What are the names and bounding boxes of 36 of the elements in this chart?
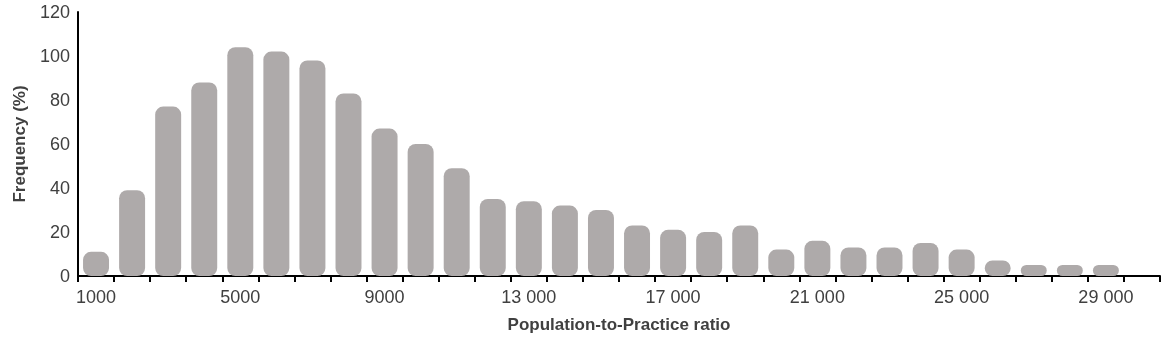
y-tick-label: 60 [49,134,70,154]
x-tick-label: 21 000 [789,287,845,307]
y-tick-label: 20 [49,222,70,242]
y-axis-title: Frequency (%) [10,85,29,203]
x-tick-label: 1000 [76,287,117,307]
bar [299,60,326,276]
x-tick-label: 29 000 [1078,287,1134,307]
bar [191,82,218,276]
bar [335,93,362,276]
bar [479,199,506,276]
bar [227,47,254,276]
bar [624,225,651,276]
bar [804,240,831,276]
y-tick-label: 120 [39,2,70,22]
bar [155,106,182,276]
bar [119,190,146,276]
bar [660,229,687,276]
bar [371,128,398,276]
bar [443,168,470,276]
bar [587,210,614,276]
x-tick-label: 13 000 [501,287,557,307]
y-tick-label: 100 [39,46,70,66]
x-tick-label: 17 000 [645,287,701,307]
y-tick-label: 40 [49,178,70,198]
bar [263,51,290,276]
bar [696,232,723,276]
bar [551,205,578,276]
x-tick-label: 25 000 [934,287,990,307]
x-axis-title: Population-to-Practice ratio [507,315,731,334]
y-tick-label: 80 [49,90,70,110]
y-tick-label: 0 [59,266,70,286]
bar [732,225,759,276]
x-tick-label: 9000 [364,287,405,307]
bar [407,144,434,276]
bar [515,201,542,276]
x-tick-label: 5000 [220,287,261,307]
